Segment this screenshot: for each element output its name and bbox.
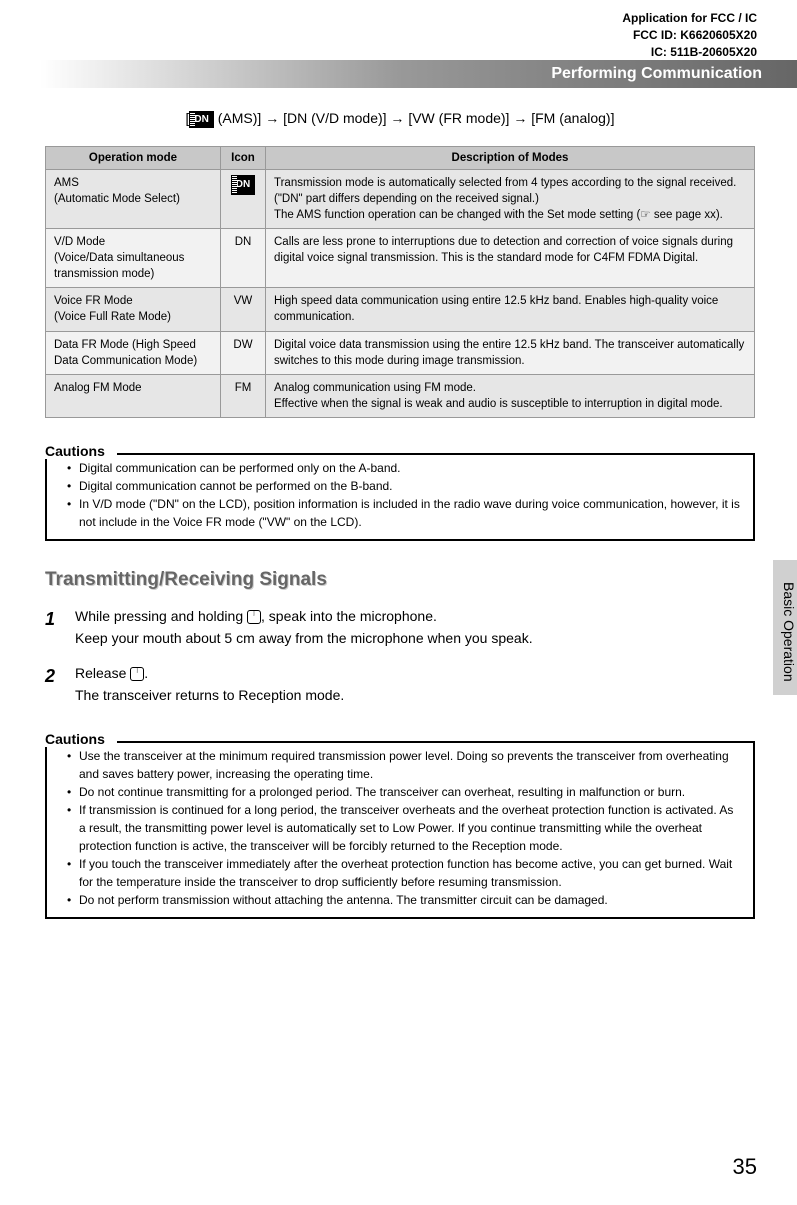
step-body: While pressing and holding ⦚, speak into… xyxy=(75,605,755,650)
chain-text: (AMS)] → [DN (V/D mode)] → [VW (FR mode)… xyxy=(214,110,615,126)
caution-item: Use the transceiver at the minimum requi… xyxy=(67,747,741,783)
header-line1: Application for FCC / IC xyxy=(622,10,757,27)
cautions-rule-1 xyxy=(117,453,755,455)
tx-heading: Transmitting/Receiving Signals xyxy=(45,569,755,591)
table-row: Voice FR Mode (Voice Full Rate Mode)VWHi… xyxy=(46,288,755,331)
step-body: Release ⦚.The transceiver returns to Rec… xyxy=(75,662,755,707)
cautions-label-1: Cautions xyxy=(45,443,110,459)
modes-table: Operation mode Icon Description of Modes… xyxy=(45,146,755,418)
modes-tbody: AMS (Automatic Mode Select)DNTransmissio… xyxy=(46,169,755,417)
header-line3: IC: 511B-20605X20 xyxy=(622,44,757,61)
cautions-box-1: Digital communication can be performed o… xyxy=(45,453,755,541)
caution-item: Digital communication can be performed o… xyxy=(67,459,741,477)
col-header-mode: Operation mode xyxy=(46,146,221,169)
caution-item: If you touch the transceiver immediately… xyxy=(67,855,741,891)
cell-icon: VW xyxy=(221,288,266,331)
cautions-block-1: Cautions Digital communication can be pe… xyxy=(45,443,755,541)
step-line1: Release ⦚. xyxy=(75,662,755,684)
cell-mode: Analog FM Mode xyxy=(46,374,221,417)
caution-item: Do not perform transmission without atta… xyxy=(67,891,741,909)
cautions-box-2: Use the transceiver at the minimum requi… xyxy=(45,741,755,919)
step-line1: While pressing and holding ⦚, speak into… xyxy=(75,605,755,627)
table-row: Data FR Mode (High Speed Data Communicat… xyxy=(46,331,755,374)
cautions-list-1: Digital communication can be performed o… xyxy=(67,459,741,531)
cell-desc: High speed data communication using enti… xyxy=(266,288,755,331)
step-text: Release xyxy=(75,665,130,681)
step-line2: Keep your mouth about 5 cm away from the… xyxy=(75,627,755,649)
page-number: 35 xyxy=(733,1154,757,1180)
cautions-block-2: Cautions Use the transceiver at the mini… xyxy=(45,731,755,919)
table-row: AMS (Automatic Mode Select) DN Transmissio… xyxy=(46,169,755,228)
ptt-icon: ⦚ xyxy=(247,610,261,624)
step-text: . xyxy=(144,665,148,681)
cautions-list-2: Use the transceiver at the minimum requi… xyxy=(67,747,741,909)
table-row: Analog FM ModeFMAnalog communication usi… xyxy=(46,374,755,417)
cell-mode: AMS (Automatic Mode Select) xyxy=(46,169,221,228)
step: 2Release ⦚.The transceiver returns to Re… xyxy=(45,662,755,707)
cautions-rule-2 xyxy=(117,741,755,743)
cautions-label-2: Cautions xyxy=(45,731,110,747)
cell-icon: DW xyxy=(221,331,266,374)
caution-item: In V/D mode ("DN" on the LCD), position … xyxy=(67,495,741,531)
table-row: V/D Mode (Voice/Data simultaneous transm… xyxy=(46,229,755,288)
cell-desc: Analog communication using FM mode. Effe… xyxy=(266,374,755,417)
cell-icon: FM xyxy=(221,374,266,417)
header-info: Application for FCC / IC FCC ID: K662060… xyxy=(622,10,757,60)
col-header-desc: Description of Modes xyxy=(266,146,755,169)
cell-icon: DN xyxy=(221,229,266,288)
caution-item: If transmission is continued for a long … xyxy=(67,801,741,855)
cell-desc: Calls are less prone to interruptions du… xyxy=(266,229,755,288)
cell-mode: Voice FR Mode (Voice Full Rate Mode) xyxy=(46,288,221,331)
dn-icon: DN xyxy=(189,111,213,128)
dn-icon: DN xyxy=(231,175,255,195)
section-title: Performing Communication xyxy=(0,60,797,88)
cell-desc: Digital voice data transmission using th… xyxy=(266,331,755,374)
step-text: , speak into the microphone. xyxy=(261,608,437,624)
cell-mode: Data FR Mode (High Speed Data Communicat… xyxy=(46,331,221,374)
caution-item: Do not continue transmitting for a prolo… xyxy=(67,783,741,801)
step: 1While pressing and holding ⦚, speak int… xyxy=(45,605,755,650)
page-content: [DN (AMS)] → [DN (V/D mode)] → [VW (FR m… xyxy=(45,110,755,919)
caution-item: Digital communication cannot be performe… xyxy=(67,477,741,495)
step-line2: The transceiver returns to Reception mod… xyxy=(75,684,755,706)
step-text: While pressing and holding xyxy=(75,608,247,624)
cell-mode: V/D Mode (Voice/Data simultaneous transm… xyxy=(46,229,221,288)
col-header-icon: Icon xyxy=(221,146,266,169)
step-number: 2 xyxy=(45,662,75,707)
mode-chain: [DN (AMS)] → [DN (V/D mode)] → [VW (FR m… xyxy=(45,110,755,128)
header-line2: FCC ID: K6620605X20 xyxy=(622,27,757,44)
ptt-icon: ⦚ xyxy=(130,667,144,681)
step-number: 1 xyxy=(45,605,75,650)
steps-container: 1While pressing and holding ⦚, speak int… xyxy=(45,605,755,707)
cell-icon: DN xyxy=(221,169,266,228)
side-tab: Basic Operation xyxy=(773,560,797,695)
cell-desc: Transmission mode is automatically selec… xyxy=(266,169,755,228)
